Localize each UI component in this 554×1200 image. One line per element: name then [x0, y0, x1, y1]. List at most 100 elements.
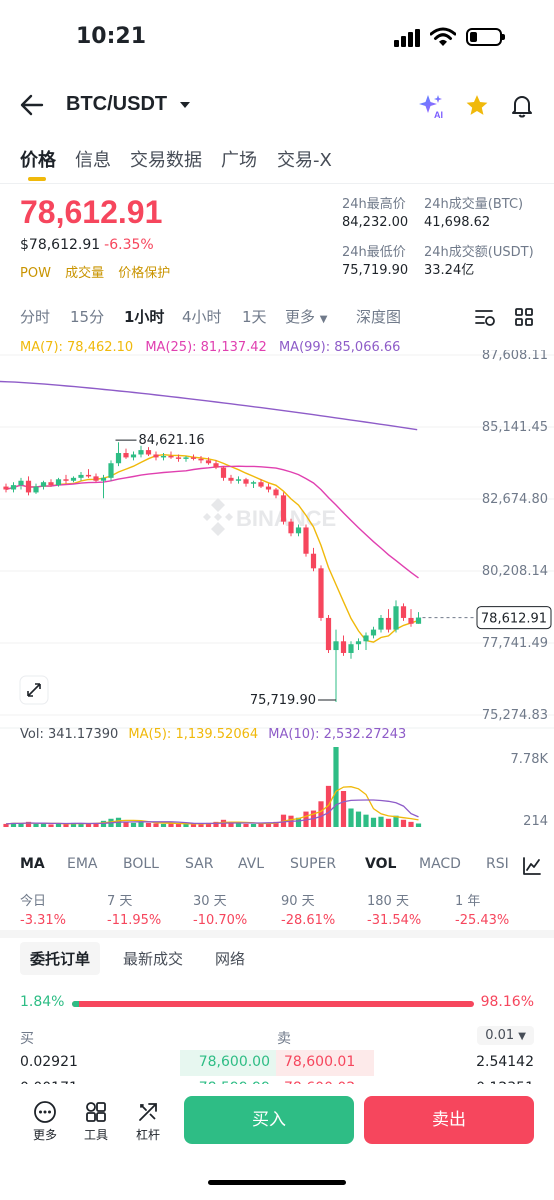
volume-bar — [145, 822, 152, 827]
candle-body — [160, 455, 167, 458]
ind-super[interactable]: SUPER — [290, 856, 337, 872]
tag-price-protection[interactable]: 价格保护 — [118, 266, 171, 281]
candle-body — [400, 606, 407, 618]
indicator-chart-icon[interactable] — [522, 856, 542, 876]
indicator-settings-icon[interactable] — [474, 307, 496, 327]
volume-bar — [325, 785, 332, 827]
ma7-line — [5, 453, 419, 643]
volume-bar — [243, 823, 249, 827]
stat-label: 24h最低价 — [342, 245, 406, 260]
signal-icon — [394, 29, 420, 47]
tf-depth[interactable]: 深度图 — [356, 308, 402, 326]
ind-boll[interactable]: BOLL — [123, 856, 159, 872]
tab-recent-trades[interactable]: 最新成交 — [123, 950, 184, 968]
bell-icon[interactable] — [510, 93, 534, 118]
stat-label: 24h最高价 — [342, 197, 406, 212]
volume-bar — [190, 824, 197, 827]
status-time: 10:21 — [76, 24, 147, 49]
pair-selector[interactable]: BTC/USDT — [66, 93, 191, 116]
ratio-bar — [72, 1001, 474, 1007]
ind-ema[interactable]: EMA — [67, 856, 98, 872]
candle-body — [25, 480, 32, 493]
wifi-icon — [430, 27, 456, 46]
volume-bar — [130, 822, 137, 827]
caret-down-icon: ▼ — [319, 314, 328, 325]
tf-line[interactable]: 分时 — [20, 308, 51, 326]
leverage-icon — [139, 1103, 157, 1121]
ma99-legend: MA(99): 85,066.66 — [278, 340, 401, 355]
ind-avl[interactable]: AVL — [238, 856, 265, 872]
candle-body — [363, 635, 369, 642]
volume-bar — [250, 823, 257, 827]
tab-order-book[interactable]: 委托订单 — [20, 942, 101, 975]
volume-bar — [78, 823, 84, 827]
volume-bar — [393, 815, 399, 827]
candle-body — [243, 479, 249, 484]
perf-today: 今日 -3.31% — [20, 894, 66, 928]
buy-sell-ratio: 1.84% 98.16% — [0, 994, 554, 1012]
candle-body — [385, 617, 392, 630]
tf-1d[interactable]: 1天 — [242, 308, 267, 326]
candle-body — [355, 641, 362, 645]
sell-button[interactable]: 卖出 — [364, 1096, 534, 1144]
volume-bar — [198, 823, 204, 827]
tf-1h[interactable]: 1小时 — [124, 308, 165, 326]
orderbook-row[interactable]: 0.02921 78,600.00 78,600.01 2.54142 — [0, 1050, 554, 1076]
svg-text:AI: AI — [434, 110, 443, 119]
vol-value: Vol: 341.17390 — [20, 727, 119, 742]
candle-body — [280, 495, 287, 522]
grid-layout-icon[interactable] — [514, 307, 534, 327]
candle-body — [340, 641, 347, 653]
tag-pow[interactable]: POW — [20, 266, 51, 281]
tag-volume[interactable]: 成交量 — [65, 266, 105, 281]
price-axis-label: 77,741.49 — [482, 636, 548, 651]
ask-label: 卖 — [277, 1031, 291, 1047]
leverage-button[interactable]: 杠杆 — [128, 1100, 168, 1143]
ind-macd[interactable]: MACD — [419, 856, 461, 872]
tab-network[interactable]: 网络 — [215, 950, 246, 968]
candle-body — [288, 521, 294, 534]
volume-bar — [363, 814, 369, 827]
section-divider — [0, 930, 554, 938]
price-step-select[interactable]: 0.01 ▼ — [477, 1026, 534, 1045]
tf-15m[interactable]: 15分 — [70, 308, 105, 326]
candle-body — [70, 477, 77, 481]
volume-bar — [10, 822, 17, 827]
tab-price[interactable]: 价格 — [20, 150, 56, 171]
high-price-label: 84,621.16 — [139, 433, 205, 448]
tools-button[interactable]: 工具 — [76, 1100, 116, 1143]
more-button[interactable]: 更多 — [25, 1100, 65, 1143]
last-price: 78,612.91 — [20, 194, 163, 230]
bid-label: 买 — [20, 1031, 34, 1047]
ind-rsi[interactable]: RSI — [486, 856, 509, 872]
buy-button[interactable]: 买入 — [184, 1096, 354, 1144]
candle-body — [318, 568, 324, 618]
volume-bar — [355, 811, 362, 827]
volume-bar — [370, 817, 377, 827]
favorite-star-icon[interactable] — [464, 93, 490, 118]
candle-body — [265, 486, 272, 490]
ind-sar[interactable]: SAR — [185, 856, 214, 872]
tab-trading-data[interactable]: 交易数据 — [130, 150, 202, 171]
performance-row: 今日 -3.31% 7 天 -11.95% 30 天 -10.70% 90 天 -28.… — [0, 890, 554, 930]
ind-vol[interactable]: VOL — [365, 856, 397, 872]
ind-ma[interactable]: MA — [20, 856, 45, 872]
price-chart[interactable]: BINANCE 87,608.11 85,141.45 82,674.80 80,20… — [0, 350, 554, 830]
last-price-tag-label: 78,612.91 — [481, 612, 547, 627]
tab-info[interactable]: 信息 — [75, 150, 111, 171]
ai-sparkle-icon[interactable]: AI — [418, 93, 446, 119]
candle-body — [310, 553, 317, 569]
vol-legend: Vol: 341.17390 MA(5): 1,139.52064 MA(10)… — [20, 727, 406, 742]
tf-more[interactable]: 更多 ▼ — [285, 308, 328, 326]
tf-4h[interactable]: 4小时 — [182, 308, 222, 326]
tab-trade-x[interactable]: 交易-X — [277, 150, 332, 171]
bottom-bar: 更多 工具 杠杆 买入 卖出 — [0, 1084, 554, 1200]
volume-bar — [160, 823, 167, 827]
ma25-line — [5, 465, 419, 579]
usd-price-line: $78,612.91 -6.35% — [20, 237, 154, 253]
tab-square[interactable]: 广场 — [221, 150, 257, 171]
back-arrow-icon[interactable] — [20, 94, 44, 116]
timeframe-bar: 分时 15分 1小时 4小时 1天 更多 ▼ 深度图 — [0, 306, 554, 330]
volume-bar — [3, 823, 9, 827]
volume-bar — [153, 823, 159, 827]
